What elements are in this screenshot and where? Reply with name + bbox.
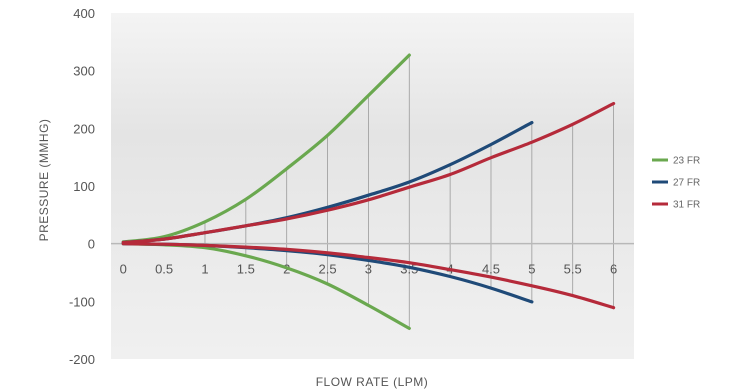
x-tick-label: 0 xyxy=(120,262,127,277)
y-tick-label: 400 xyxy=(73,6,95,21)
plot-background xyxy=(111,13,634,359)
series-curves xyxy=(121,53,616,330)
x-tick-label: 3 xyxy=(365,262,372,277)
legend: 23 FR 27 FR 31 FR xyxy=(652,156,700,211)
legend-label: 31 FR xyxy=(673,200,700,211)
x-tick-label: 5 xyxy=(528,262,535,277)
series-31-fr-lower-line xyxy=(121,242,616,310)
x-tick-label: 6 xyxy=(610,262,617,277)
y-tick-label: -100 xyxy=(69,294,95,309)
legend-label: 23 FR xyxy=(673,156,700,167)
series-23-fr-upper-line xyxy=(121,53,411,244)
x-axis-title: FLOW RATE (LPM) xyxy=(316,375,429,389)
y-tick-label: 200 xyxy=(73,121,95,136)
x-tick-label: 5.5 xyxy=(564,262,582,277)
legend-label: 27 FR xyxy=(673,178,700,189)
y-tick-label: -200 xyxy=(69,352,95,367)
y-tick-label: 100 xyxy=(73,179,95,194)
x-tick-label: 1 xyxy=(201,262,208,277)
y-tick-label: 0 xyxy=(88,237,95,252)
x-tick-label: 2.5 xyxy=(319,262,337,277)
y-tick-label: 300 xyxy=(73,64,95,79)
x-tick-label: 1.5 xyxy=(237,262,255,277)
x-tick-label: 0.5 xyxy=(155,262,173,277)
x-tick-label: 4.5 xyxy=(482,262,500,277)
y-axis-title: PRESSURE (MMHG) xyxy=(37,119,51,242)
y-tick-labels: 400 300 200 100 0 -100 -200 xyxy=(69,6,95,367)
series-31-fr-upper-line xyxy=(121,101,616,245)
